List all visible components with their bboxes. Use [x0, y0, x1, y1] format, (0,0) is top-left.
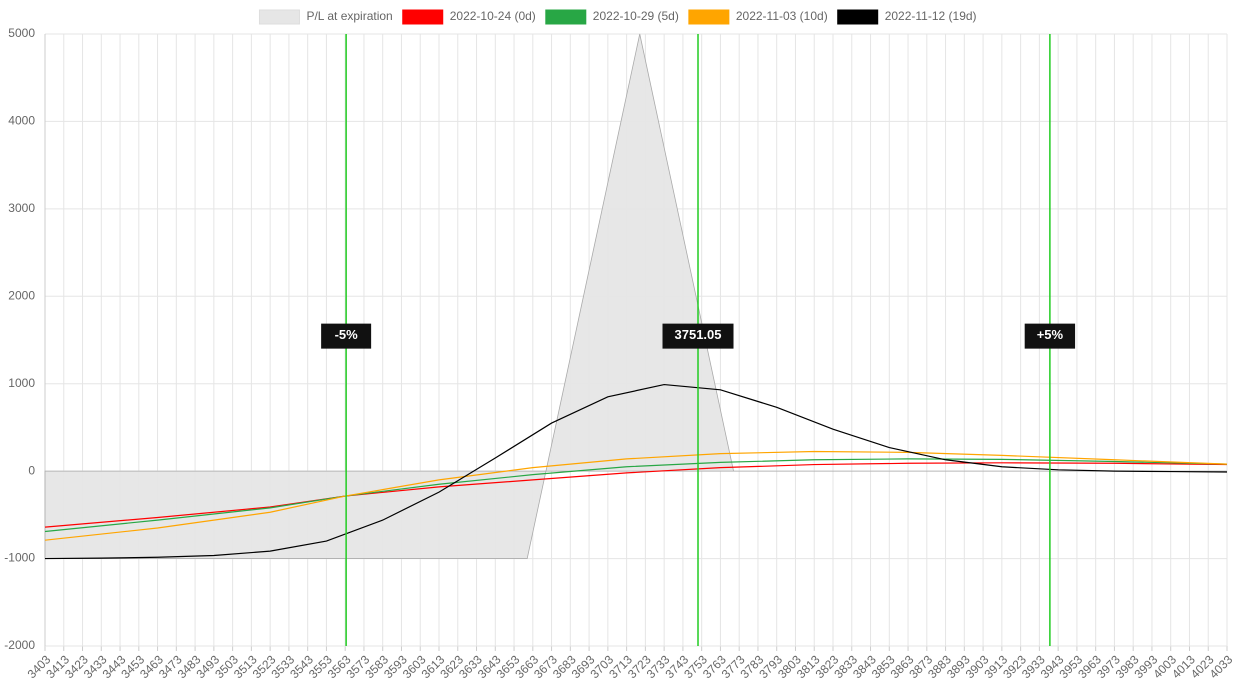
legend-swatch [258, 9, 300, 25]
legend-swatch [837, 9, 879, 25]
marker-label-box [1024, 323, 1076, 349]
marker-label: 3751.05 [675, 327, 722, 342]
y-tick-label: -1000 [4, 551, 35, 565]
legend-swatch [545, 9, 587, 25]
legend: P/L at expiration 2022-10-24 (0d) 2022-10-… [258, 9, 977, 25]
expiration-area [44, 33, 1227, 559]
marker-label-box [321, 323, 372, 349]
marker-label: +5% [1037, 327, 1064, 342]
y-tick-label: 3000 [8, 201, 35, 215]
marker-label-box [662, 323, 734, 349]
series-line [44, 462, 1228, 528]
series-line [44, 383, 1228, 560]
series-line [44, 450, 1228, 541]
series-line [44, 458, 1228, 533]
legend-label: 2022-10-29 (5d) [593, 9, 679, 23]
y-tick-label: 0 [28, 463, 35, 477]
y-tick-label: 1000 [8, 376, 35, 390]
y-tick-label: 4000 [8, 114, 35, 128]
legend-label: 2022-10-24 (0d) [450, 9, 536, 23]
legend-label: P/L at expiration [306, 9, 392, 23]
y-tick-label: 2000 [8, 288, 35, 302]
legend-label: 2022-11-12 (19d) [885, 9, 977, 23]
x-tick-label: 4033 [1207, 652, 1236, 681]
marker-label: -5% [335, 327, 359, 342]
y-tick-label: -2000 [4, 638, 35, 652]
legend-swatch [402, 9, 444, 25]
legend-swatch [688, 9, 730, 25]
legend-label: 2022-11-03 (10d) [736, 9, 828, 23]
y-tick-label: 5000 [8, 26, 35, 40]
